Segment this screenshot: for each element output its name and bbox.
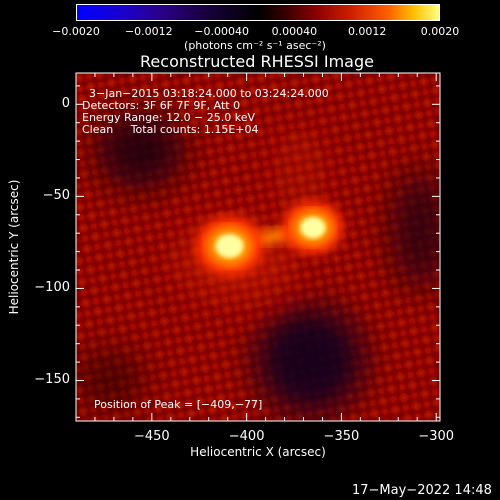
x-tick-label: −400 bbox=[228, 429, 265, 444]
detectors-annotation: Detectors: 3F 6F 7F 9F, Att 0 bbox=[82, 99, 241, 112]
colorbar bbox=[76, 4, 440, 21]
y-tick-label: −50 bbox=[42, 188, 70, 204]
time-range-annotation: 3−Jan−2015 03:18:24.000 to 03:24:24.000 bbox=[89, 87, 329, 100]
source-layer bbox=[195, 200, 344, 277]
y-tick-label: 0 bbox=[61, 96, 70, 112]
emission-source bbox=[282, 200, 344, 255]
colorbar-tick-label: 0.0020 bbox=[420, 25, 460, 38]
y-tick-label: −100 bbox=[34, 280, 70, 296]
x-tick-label: −450 bbox=[133, 429, 170, 444]
y-axis-label: Heliocentric Y (arcsec) bbox=[7, 179, 21, 315]
plot-frame bbox=[75, 72, 441, 422]
clean-annotation: Clean Total counts: 1.15E+04 bbox=[82, 123, 259, 136]
x-tick-label: −300 bbox=[418, 429, 455, 444]
peak-position-annotation: Position of Peak = [−409,−77] bbox=[94, 398, 263, 411]
colorbar-tick-label: 0.0012 bbox=[347, 25, 387, 38]
colorbar-tick-label: 0.00040 bbox=[271, 25, 318, 38]
axis-ticks bbox=[75, 73, 440, 421]
emission-source bbox=[195, 216, 264, 277]
chart-title: Reconstructed RHESSI Image bbox=[140, 52, 374, 71]
footer-timestamp: 17−May−2022 14:48 bbox=[352, 483, 492, 498]
y-tick-label: −150 bbox=[34, 372, 70, 388]
colorbar-units-label: (photons cm⁻² s⁻¹ asec⁻²) bbox=[184, 39, 326, 52]
colorbar-tick-label: −0.0020 bbox=[52, 25, 100, 38]
energy-annotation: Energy Range: 12.0 − 25.0 keV bbox=[82, 111, 256, 124]
x-tick-label: −350 bbox=[323, 429, 360, 444]
colorbar-tick-label: −0.0012 bbox=[124, 25, 173, 38]
x-axis-label: Heliocentric X (arcsec) bbox=[190, 445, 326, 459]
colorbar-tick-label: −0.00040 bbox=[194, 25, 249, 38]
